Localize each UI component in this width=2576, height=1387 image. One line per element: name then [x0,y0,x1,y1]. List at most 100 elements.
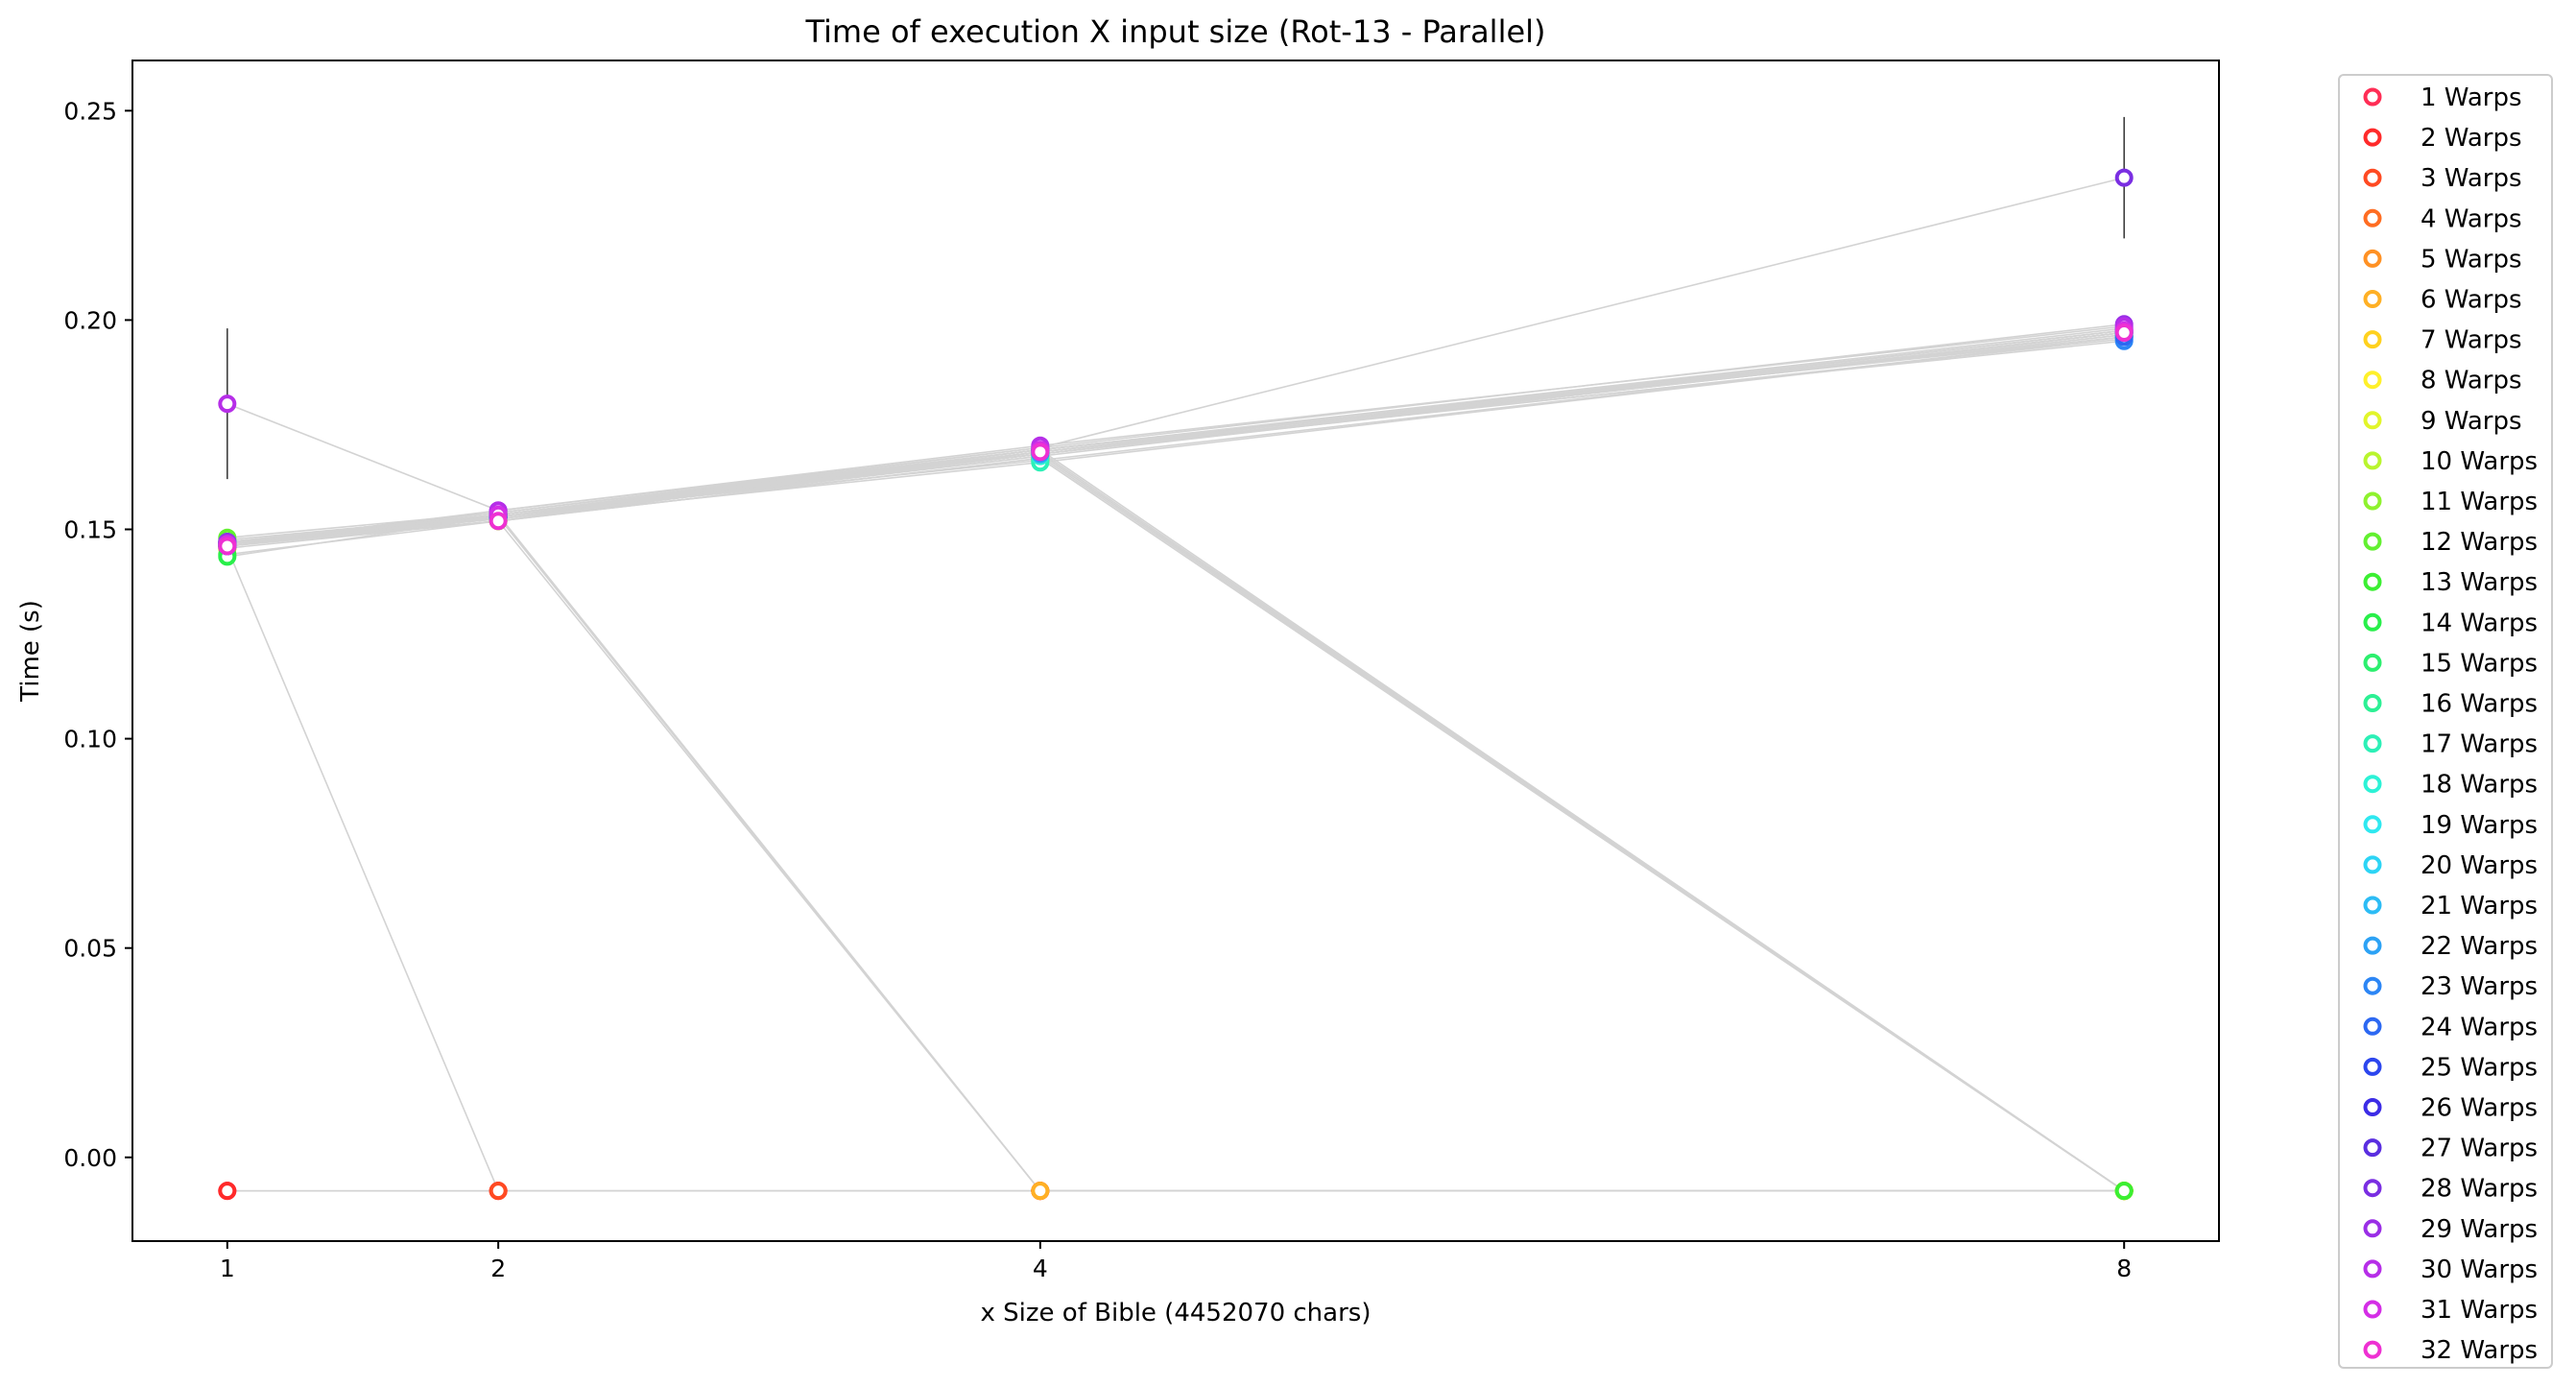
legend-marker [2363,451,2382,470]
y-tick-label: 0.00 [63,1144,117,1172]
legend-marker [2363,1016,2382,1036]
legend-marker [2363,249,2382,268]
legend-label: 4 Warps [2421,204,2522,233]
axes-layer: 1 2 4 8 0.00 0.05 0.10 0.15 0.20 0.25 [63,97,2132,1282]
y-tick-label: 0.15 [63,516,117,544]
legend-label: 3 Warps [2421,164,2522,193]
legend-label: 26 Warps [2421,1094,2538,1123]
data-point-series-32 [218,537,237,556]
legend-label: 30 Warps [2421,1255,2538,1284]
legend-marker [2363,976,2382,995]
chart-title: Time of execution X input size (Rot-13 -… [804,13,1545,50]
y-tick-label: 0.05 [63,935,117,963]
series-line-12 [227,448,2125,1192]
x-tick-label: 4 [1033,1255,1048,1282]
legend-label: 27 Warps [2421,1135,2538,1163]
legend-label: 31 Warps [2421,1296,2538,1325]
legend-marker [2363,734,2382,753]
legend-label: 12 Warps [2421,528,2538,557]
legend-marker [2363,815,2382,834]
legend-marker [2363,330,2382,349]
legend-label: 10 Warps [2421,447,2538,476]
data-point-series-30 [218,395,237,414]
legend-marker [2363,491,2382,511]
data-point-series-3 [489,1182,508,1201]
legend: 1 Warps 2 Warps 3 Warps 4 Warps 5 Warps 6 War… [2338,74,2553,1369]
legend-marker [2363,87,2382,107]
data-point-series-32 [489,512,508,531]
legend-label: 18 Warps [2421,771,2538,800]
legend-marker [2363,1219,2382,1238]
legend-marker [2363,775,2382,794]
legend-marker [2363,896,2382,915]
series-line-19 [227,333,2125,545]
legend-marker [2363,612,2382,632]
data-point-series-2 [218,1182,237,1201]
legend-marker [2363,128,2382,147]
legend-label: 15 Warps [2421,649,2538,678]
legend-label: 11 Warps [2421,488,2538,516]
legend-marker [2363,1098,2382,1116]
legend-label: 29 Warps [2421,1215,2538,1244]
data-point-series-28 [2114,168,2134,187]
y-axis-label: Time (s) [16,600,45,703]
series-line-32 [227,331,2125,547]
series-line-13 [227,457,2125,1192]
legend-marker [2363,694,2382,712]
legend-marker [2363,1179,2382,1198]
legend-label: 16 Warps [2421,690,2538,719]
plot-layer [218,116,2134,1201]
series-line-27 [227,327,2125,547]
legend-label: 14 Warps [2421,609,2538,637]
x-tick-label: 8 [2116,1255,2132,1282]
legend-marker [2363,1057,2382,1076]
legend-label: 5 Warps [2421,245,2522,274]
legend-label: 21 Warps [2421,892,2538,921]
legend-label: 25 Warps [2421,1053,2538,1082]
legend-marker [2363,1259,2382,1279]
legend-marker [2363,1138,2382,1158]
data-point-series-13 [2114,1182,2134,1201]
legend-marker [2363,411,2382,430]
x-axis-label: x Size of Bible (4452070 chars) [981,1299,1371,1327]
legend-label: 8 Warps [2421,367,2522,395]
legend-label: 22 Warps [2421,932,2538,961]
legend-label: 32 Warps [2421,1336,2538,1365]
data-point-series-32 [2114,323,2134,343]
series-line-31 [227,329,2125,545]
legend-marker [2363,290,2382,308]
legend-marker [2363,936,2382,955]
legend-label: 13 Warps [2421,568,2538,597]
legend-label: 1 Warps [2421,84,2522,112]
data-point-series-6 [1031,1182,1050,1201]
legend-marker [2363,168,2382,187]
legend-marker [2363,371,2382,390]
x-tick-label: 2 [490,1255,506,1282]
legend-marker [2363,1340,2382,1359]
y-tick-label: 0.10 [63,726,117,753]
legend-label: 28 Warps [2421,1175,2538,1204]
legend-marker [2363,653,2382,672]
x-tick-label: 1 [220,1255,235,1282]
legend-marker [2363,532,2382,551]
legend-marker [2363,572,2382,591]
legend-frame [2338,74,2553,1369]
legend-label: 9 Warps [2421,407,2522,436]
legend-label: 23 Warps [2421,972,2538,1001]
y-tick-label: 0.25 [63,97,117,125]
legend-label: 6 Warps [2421,286,2522,315]
legend-label: 17 Warps [2421,730,2538,759]
legend-label: 2 Warps [2421,124,2522,153]
legend-label: 19 Warps [2421,811,2538,840]
plot-area-frame [131,60,2220,1242]
data-point-series-32 [1031,442,1050,462]
legend-label: 24 Warps [2421,1013,2538,1041]
legend-marker [2363,1300,2382,1319]
legend-marker [2363,855,2382,874]
legend-label: 7 Warps [2421,326,2522,355]
legend-label: 20 Warps [2421,851,2538,880]
series-line-14 [227,336,2125,558]
series-line-30 [227,325,2125,512]
